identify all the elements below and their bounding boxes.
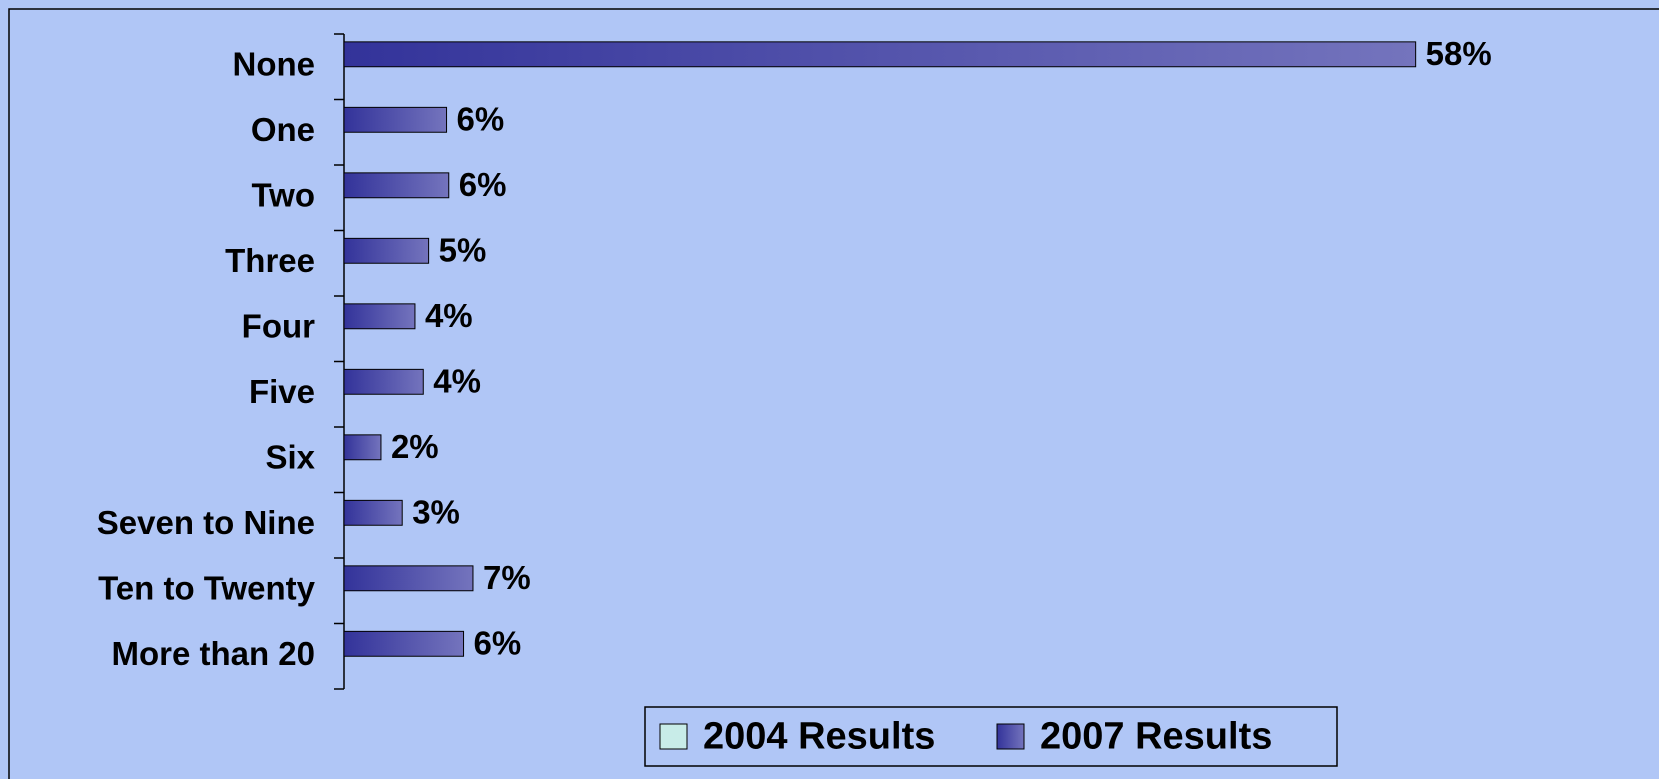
legend-swatch: [659, 723, 688, 750]
legend-swatch: [996, 723, 1025, 750]
data-label: 4%: [433, 363, 481, 400]
bar: [343, 630, 465, 657]
legend-label: 2007 Results: [1040, 716, 1272, 758]
bar: [343, 565, 474, 592]
category-label: Five: [249, 373, 315, 410]
data-label: 2%: [391, 428, 439, 465]
category-label: One: [251, 111, 315, 148]
data-label: 7%: [483, 559, 531, 596]
category-label: Three: [225, 242, 315, 279]
category-label: More than 20: [111, 635, 315, 672]
data-label: 6%: [457, 101, 505, 138]
category-label: None: [233, 45, 316, 82]
category-label: Four: [242, 307, 315, 344]
category-label: Six: [265, 438, 315, 475]
bar: [343, 499, 403, 526]
legend-label: 2004 Results: [703, 716, 935, 758]
bar: [343, 303, 416, 330]
data-label: 58%: [1426, 35, 1492, 72]
data-label: 4%: [425, 297, 473, 334]
bar: [343, 106, 448, 133]
bar: [343, 237, 430, 264]
data-label: 5%: [439, 232, 487, 269]
chart-frame: [8, 8, 1659, 779]
bar: [343, 368, 424, 395]
legend-box: [644, 706, 1338, 767]
data-label: 6%: [474, 625, 522, 662]
category-label: Two: [251, 176, 315, 213]
bar: [343, 41, 1417, 68]
bar: [343, 434, 382, 461]
data-label: 3%: [412, 494, 460, 531]
data-label: 6%: [459, 166, 507, 203]
category-label: Ten to Twenty: [98, 569, 316, 606]
bar: [343, 172, 450, 199]
category-label: Seven to Nine: [97, 504, 315, 541]
